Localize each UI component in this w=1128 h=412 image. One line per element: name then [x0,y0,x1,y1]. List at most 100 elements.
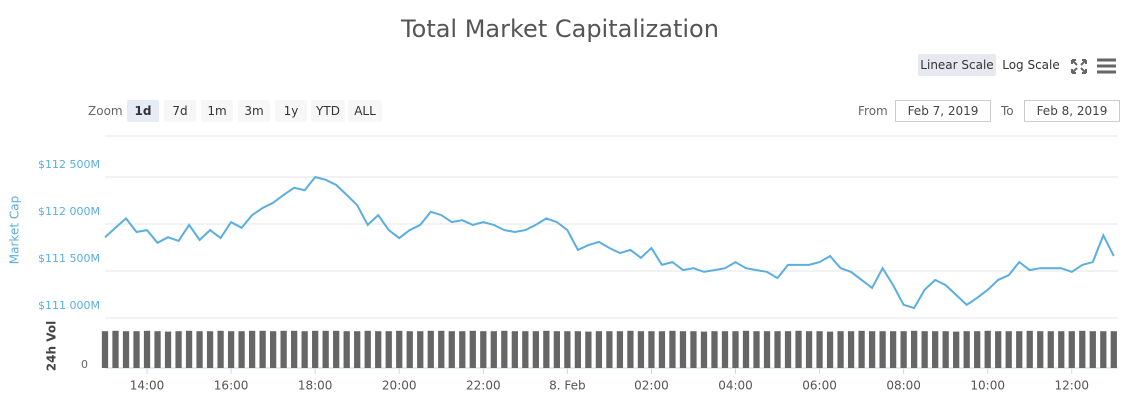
volume-bar [995,331,1002,368]
volume-bar [637,331,645,368]
volume-bar [763,331,771,368]
from-input[interactable]: Feb 7, 2019 [895,100,991,122]
volume-bar [1058,331,1065,368]
zoom-button[interactable]: 1y [275,100,307,122]
volume-bar [175,331,182,368]
volume-bar [553,331,560,368]
volume-bar [469,330,476,368]
volume-bar [343,331,350,368]
x-tick-label: 04:00 [718,379,753,393]
volume-bar [921,331,928,368]
volume-bar [889,331,897,368]
volume-bar [406,331,413,368]
volume-bar [543,330,550,368]
volume-bar [312,330,319,368]
y-tick-label: $112 000M [38,205,100,218]
volume-bar [574,331,582,368]
volume-bar [490,331,497,368]
volume-bar [217,330,224,368]
volume-bar [1089,331,1096,368]
x-tick-label: 10:00 [970,379,1005,393]
volume-bar [879,331,886,368]
volume-bar [700,331,708,368]
volume-bar [847,331,855,368]
volume-bar [112,330,119,368]
volume-bar [291,330,298,368]
zoom-button[interactable]: 1d [127,100,159,122]
y-axis-label: Market Cap [8,196,22,264]
x-tick-label: 16:00 [214,379,249,393]
zoom-button[interactable]: 3m [238,100,270,122]
volume-axis-label: 24h Vol [45,321,59,371]
volume-bar [942,331,949,368]
volume-bar [616,331,624,368]
volume-bar [511,331,518,368]
volume-bar [658,331,666,368]
x-tick-label: 14:00 [130,379,165,393]
volume-bar [227,331,235,368]
volume-bar [185,330,193,368]
volume-bar [1079,330,1086,368]
to-input[interactable]: Feb 8, 2019 [1024,100,1120,122]
volume-bar [438,330,445,368]
chart-title: Total Market Capitalization [400,15,719,43]
zoom-button[interactable]: 1m [201,100,233,122]
volume-bar [753,331,760,368]
fullscreen-icon[interactable] [1071,59,1087,74]
volume-bar [858,330,865,368]
to-label: To [1001,104,1014,118]
menu-icon[interactable] [1097,58,1116,74]
volume-bar [690,331,697,368]
volume-bar [585,331,592,368]
volume-bar [196,331,203,368]
volume-bar [721,331,729,368]
volume-bar [354,331,361,368]
market-cap-line [104,175,1115,310]
volume-bar [364,330,371,368]
x-tick-label: 8. Feb [549,379,586,393]
scale-button[interactable]: Linear Scale [918,54,996,76]
volume-bar [333,330,340,368]
volume-bar [396,330,403,368]
volume-bar [164,331,172,368]
zoom-button[interactable]: YTD [311,100,345,122]
volume-bar [732,331,739,368]
volume-bar [269,331,277,368]
volume-bar [595,331,603,368]
volume-bar [206,331,214,368]
y-tick-label: $112 500M [38,158,100,171]
volume-bar [953,331,960,368]
volume-bar [459,331,466,368]
x-tick-label: 06:00 [802,379,837,393]
volume-bar [711,331,718,368]
volume-bar [301,331,308,368]
volume-bar [143,330,151,368]
volume-bar [375,331,382,368]
volume-bar [974,331,981,368]
zoom-button[interactable]: ALL [348,100,382,122]
volume-bar [1110,331,1117,368]
volume-bar [774,331,781,368]
volume-bar [1016,331,1023,368]
volume-bar [669,330,676,368]
volume-bar [795,330,802,368]
volume-bar [1037,331,1044,368]
volume-bar [1026,330,1033,368]
scale-button[interactable]: Log Scale [1002,58,1060,72]
volume-bar [322,330,329,368]
volume-bar [564,331,571,368]
x-tick-label: 02:00 [634,379,669,393]
volume-bar [122,331,130,368]
x-tick-label: 20:00 [382,379,417,393]
x-tick-label: 12:00 [1054,379,1089,393]
volume-bar [238,331,245,368]
zoom-button[interactable]: 7d [164,100,196,122]
volume-bar [154,331,161,368]
volume-bar [900,331,907,368]
volume-bar [911,330,918,368]
volume-bar [784,331,792,368]
y-tick-label: $111 500M [38,252,100,265]
volume-bar [805,331,813,368]
volume-bar [816,331,823,368]
